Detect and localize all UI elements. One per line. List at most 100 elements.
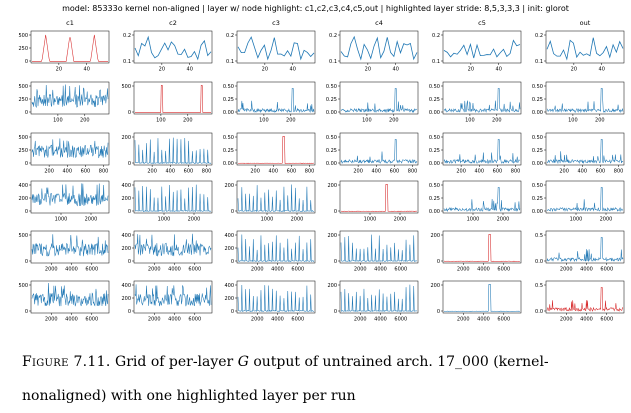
series-line xyxy=(237,36,315,61)
y-tick-label: 0.50 xyxy=(326,84,337,90)
x-tick-label: 600 xyxy=(184,169,194,175)
subplot-r5-c1: 500 0 2000 4000 6000 xyxy=(18,230,110,273)
subplot-r1-c1: 500 250 0 20 40 xyxy=(18,30,110,73)
x-tick-label: 200 xyxy=(559,169,569,175)
subplot-frame xyxy=(30,132,110,166)
x-tick-label: 400 xyxy=(166,169,176,175)
subplot-r3-c3: 0.50 0.25 0.00 200 400 600 800 xyxy=(223,132,316,175)
x-tick-label: 400 xyxy=(63,169,73,175)
y-tick-label: 0 xyxy=(128,110,131,116)
subplot-r1-c5: 0.2 0.1 20 40 xyxy=(432,30,522,73)
x-tick-label: 800 xyxy=(99,169,109,175)
x-tick-label: 100 xyxy=(156,118,166,124)
x-tick-label: 100 xyxy=(465,118,475,124)
y-tick-label: 0.50 xyxy=(429,84,440,90)
x-tick-label: 40 xyxy=(599,67,605,73)
x-tick-label: 100 xyxy=(259,118,269,124)
y-tick-label: 200 xyxy=(121,135,131,141)
x-tick-label: 2000 xyxy=(457,317,470,323)
y-tick-label: 0.50 xyxy=(429,183,440,189)
x-tick-label: 40 xyxy=(496,67,502,73)
subplot-frame xyxy=(236,280,316,314)
subplot-frame xyxy=(545,81,625,115)
y-tick-label: 0.25 xyxy=(429,148,440,154)
y-tick-label: 0.25 xyxy=(532,196,543,202)
y-tick-label: 200 xyxy=(224,296,234,302)
y-tick-label: 0.0 xyxy=(535,259,543,265)
column-title-c2: c2 xyxy=(169,19,177,27)
subplot-frame xyxy=(339,30,419,64)
subplot-frame xyxy=(545,180,625,214)
x-tick-label: 2000 xyxy=(394,217,407,223)
subplot-frame xyxy=(133,30,213,64)
x-tick-label: 400 xyxy=(269,169,279,175)
y-tick-label: 0.5 xyxy=(535,283,543,289)
x-tick-label: 1000 xyxy=(467,217,480,223)
subplot-frame xyxy=(236,230,316,264)
subplot-frame xyxy=(339,132,419,166)
y-tick-label: 0.1 xyxy=(226,59,234,65)
y-tick-label: 0.50 xyxy=(223,135,234,141)
x-tick-label: 2000 xyxy=(497,217,510,223)
x-tick-label: 4000 xyxy=(271,317,284,323)
x-tick-label: 600 xyxy=(493,169,503,175)
series-line xyxy=(443,88,521,113)
x-tick-label: 1000 xyxy=(261,217,274,223)
y-tick-label: 0 xyxy=(437,309,440,315)
subplot-r3-c1: 500 250 0 200 400 600 800 xyxy=(18,132,110,175)
y-tick-label: 0.00 xyxy=(532,161,543,167)
y-tick-label: 0 xyxy=(334,259,337,265)
x-tick-label: 6000 xyxy=(497,317,510,323)
x-tick-label: 800 xyxy=(614,169,624,175)
x-tick-label: 2000 xyxy=(291,217,304,223)
subplot-r2-out: 0.50 0.25 0.00 100 200 xyxy=(532,81,625,124)
y-tick-label: 500 xyxy=(121,84,131,90)
y-tick-label: 400 xyxy=(224,283,234,289)
y-tick-label: 0.00 xyxy=(223,161,234,167)
column-title-c4: c4 xyxy=(375,19,383,27)
y-tick-label: 0 xyxy=(334,209,337,215)
y-tick-label: 0.5 xyxy=(535,233,543,239)
subplot-frame xyxy=(339,81,419,115)
column-title-c3: c3 xyxy=(272,19,280,27)
y-tick-label: 0 xyxy=(25,209,28,215)
y-tick-label: 0.00 xyxy=(429,110,440,116)
x-tick-label: 800 xyxy=(305,169,315,175)
series-line xyxy=(443,284,521,312)
series-line xyxy=(443,139,521,164)
subplot-frame xyxy=(30,30,110,64)
y-tick-label: 0.50 xyxy=(223,84,234,90)
y-tick-label: 200 xyxy=(430,233,440,239)
y-tick-label: 500 xyxy=(18,84,28,90)
series-line xyxy=(134,233,212,257)
x-tick-label: 600 xyxy=(390,169,400,175)
x-tick-label: 6000 xyxy=(188,267,201,273)
series-line-highlighted xyxy=(546,287,624,312)
series-line xyxy=(31,84,109,108)
subplot-frame xyxy=(236,180,316,214)
figure-caption: Figure 7.11. Grid of per-layer G output … xyxy=(22,345,612,413)
y-tick-label: 250 xyxy=(18,148,28,154)
subplot-r3-c4: 0.50 0.25 0.00 200 400 600 800 xyxy=(326,132,419,175)
y-tick-label: 400 xyxy=(224,233,234,239)
subplot-r5-out: 0.5 0.0 2000 4000 6000 xyxy=(535,230,625,273)
y-tick-label: 200 xyxy=(121,296,131,302)
y-tick-label: 0.00 xyxy=(532,209,543,215)
x-tick-label: 1000 xyxy=(364,217,377,223)
subplot-frame xyxy=(30,280,110,314)
subplot-frame xyxy=(545,280,625,314)
subplot-frame xyxy=(236,132,316,166)
y-tick-label: 200 xyxy=(430,283,440,289)
subplot-frame xyxy=(442,230,522,264)
x-tick-label: 4000 xyxy=(477,317,490,323)
subplot-frame xyxy=(30,230,110,264)
x-tick-label: 2000 xyxy=(85,217,98,223)
y-tick-label: 400 xyxy=(121,233,131,239)
x-tick-label: 600 xyxy=(287,169,297,175)
y-tick-label: 0 xyxy=(128,161,131,167)
x-tick-label: 20 xyxy=(571,67,577,73)
y-tick-label: 400 xyxy=(121,283,131,289)
subplot-frame xyxy=(236,30,316,64)
